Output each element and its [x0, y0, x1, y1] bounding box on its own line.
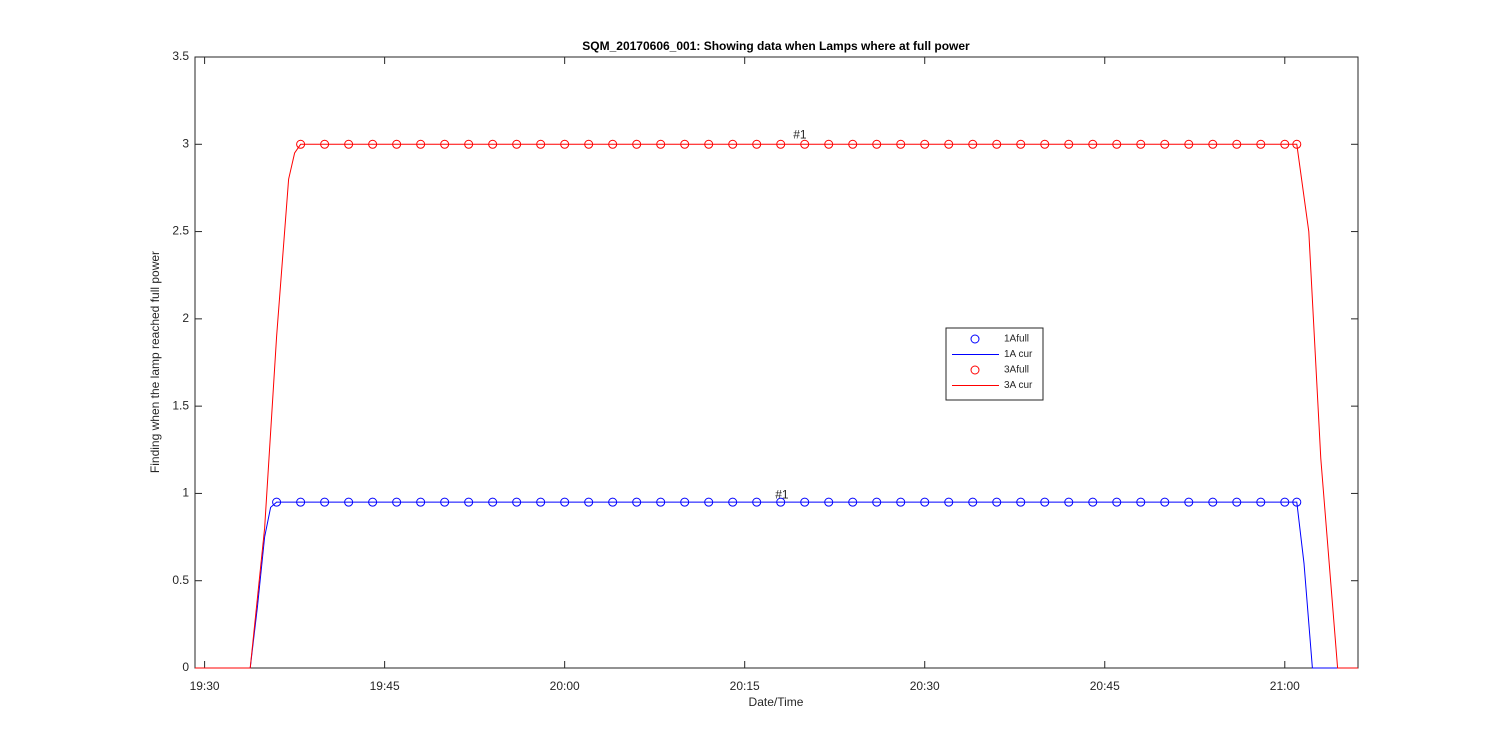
- legend-label: 1A cur: [1004, 349, 1033, 360]
- y-tick-label: 0.5: [172, 573, 189, 587]
- annotation: #1: [793, 128, 807, 142]
- y-axis-label: Finding when the lamp reached full power: [148, 251, 162, 473]
- annotation: #1: [775, 487, 789, 501]
- legend-box: [945, 327, 1044, 401]
- plot-box: [194, 56, 1359, 669]
- x-tick-label: 19:45: [370, 679, 400, 693]
- x-axis-label: Date/Time: [749, 695, 804, 709]
- y-tick-label: 1.5: [172, 398, 189, 412]
- chart-title: SQM_20170606_001: Showing data when Lamp…: [582, 39, 970, 53]
- y-tick-label: 2.5: [172, 224, 189, 238]
- y-tick-label: 1: [182, 486, 189, 500]
- y-tick-label: 3.5: [172, 49, 189, 63]
- legend-marker: [970, 365, 980, 375]
- x-tick-label: 19:30: [190, 679, 220, 693]
- legend-label: 1Afull: [1004, 334, 1029, 345]
- legend-label: 3Afull: [1004, 365, 1029, 376]
- legend-marker: [970, 334, 980, 344]
- x-tick-label: 20:00: [550, 679, 580, 693]
- legend: 1Afull 1A cur 3Afull 3A cur: [945, 327, 1044, 401]
- series-line: [195, 143, 1358, 669]
- y-tick-label: 3: [182, 136, 189, 150]
- x-tick-label: 20:30: [910, 679, 940, 693]
- y-tick-label: 2: [182, 311, 189, 325]
- x-tick-label: 20:15: [730, 679, 760, 693]
- legend-label: 3A cur: [1004, 380, 1033, 391]
- y-tick-label: 0: [182, 660, 189, 674]
- x-tick-label: 21:00: [1270, 679, 1300, 693]
- x-tick-label: 20:45: [1090, 679, 1120, 693]
